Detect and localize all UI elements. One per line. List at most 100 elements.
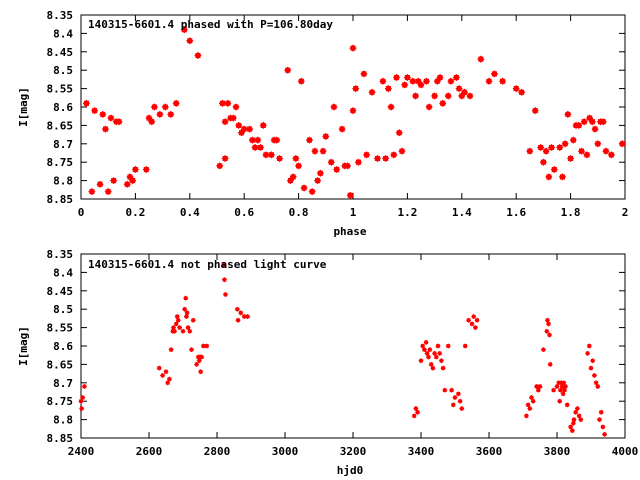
phased-data-point <box>305 136 314 144</box>
phased-data-point <box>235 121 243 130</box>
phased-data-points <box>82 26 626 199</box>
unphased-data-point <box>593 380 599 386</box>
unphased-data-point <box>586 343 592 349</box>
phased-data-point <box>401 81 409 89</box>
phased-data-point <box>594 140 602 148</box>
phased-data-point <box>218 99 227 107</box>
unphased-data-point <box>562 383 569 390</box>
phased-data-point <box>580 118 588 126</box>
phased-data-point <box>142 165 150 174</box>
unphased-data-point <box>156 365 162 371</box>
unphased-data-point <box>427 347 433 353</box>
unphased-data-point <box>471 313 477 320</box>
phased-data-point <box>439 99 447 107</box>
phased-data-point <box>294 162 303 170</box>
phased-data-point <box>368 88 376 96</box>
unphased-data-point <box>163 369 169 375</box>
phased-data-point <box>477 55 485 63</box>
unphased-data-point <box>414 409 421 415</box>
unphased-data-point <box>437 350 443 356</box>
unphased-data-point <box>196 358 202 364</box>
unphased-data-point <box>166 376 173 382</box>
unphased-data-point <box>557 398 563 404</box>
phased-data-point <box>333 165 341 174</box>
unphased-data-points <box>78 262 608 437</box>
unphased-data-point <box>173 321 179 327</box>
phased-data-point <box>88 188 96 196</box>
phased-data-point <box>490 70 499 78</box>
unphased-data-point <box>180 328 186 334</box>
phased-data-point <box>349 44 357 52</box>
phased-data-point <box>417 81 425 89</box>
unphased-y-tick-label: 8.45 <box>47 285 74 298</box>
phased-data-point <box>267 151 276 159</box>
phased-data-point <box>186 37 194 45</box>
unphased-data-point <box>221 277 228 283</box>
unphased-data-point <box>528 394 535 401</box>
unphased-y-tick-labels: 8.35 8.4 8.45 8.5 8.55 8.6 8.65 8.7 8.75 8.8 8.85 <box>47 248 74 445</box>
unphased-data-point <box>465 317 472 323</box>
unphased-data-point <box>433 354 439 360</box>
unphased-data-point <box>221 262 227 268</box>
unphased-data-point <box>561 387 568 393</box>
phased-data-point <box>390 151 398 159</box>
phased-data-point <box>107 114 115 122</box>
unphased-data-point <box>81 383 88 390</box>
phased-data-point <box>221 154 229 163</box>
phased-chart-title: 140315-6601.4 phased with P=106.80day <box>88 18 333 31</box>
unphased-data-point <box>175 317 181 323</box>
phased-data-point <box>575 121 583 130</box>
unphased-data-point <box>564 402 570 408</box>
phased-data-point <box>588 118 596 126</box>
unphased-data-point <box>462 343 468 349</box>
unphased-y-tick-label: 8.65 <box>47 358 74 371</box>
unphased-x-tick-label: 3600 <box>476 445 503 458</box>
phased-data-point <box>297 77 305 85</box>
phased-y-tick-label: 8.4 <box>53 27 73 40</box>
phased-data-point <box>254 136 262 144</box>
unphased-data-point <box>423 339 429 345</box>
phased-y-tick-label: 8.6 <box>53 101 73 114</box>
phased-x-tick-label: 0.2 <box>125 206 145 219</box>
phased-x-tick-label: 1.6 <box>506 206 526 219</box>
phased-data-point <box>583 151 591 159</box>
unphased-data-point <box>159 372 166 379</box>
unphased-data-point <box>601 431 608 437</box>
unphased-data-point <box>455 391 462 397</box>
phased-data-point <box>346 191 354 199</box>
unphased-data-point <box>187 328 193 334</box>
phased-data-point <box>362 151 371 159</box>
phased-data-point <box>447 77 455 85</box>
phased-data-point <box>607 151 616 159</box>
phased-data-point <box>392 73 401 82</box>
unphased-data-point <box>472 324 479 331</box>
phased-data-point <box>395 129 403 137</box>
phased-data-point <box>161 103 169 111</box>
phased-data-point <box>398 147 406 155</box>
unphased-data-point <box>428 361 434 368</box>
unphased-data-point <box>438 358 445 364</box>
phased-data-point <box>373 154 382 163</box>
unphased-data-point <box>574 405 581 412</box>
unphased-x-tick-label: 3800 <box>544 445 571 458</box>
phased-data-point <box>384 84 392 93</box>
unphased-data-point <box>204 343 210 349</box>
unphased-data-point <box>431 350 438 356</box>
unphased-data-point <box>554 383 560 390</box>
unphased-data-point <box>544 317 551 323</box>
unphased-data-point <box>573 409 579 415</box>
phased-x-tick-label: 0 <box>78 206 85 219</box>
phased-data-point <box>354 158 363 166</box>
unphased-x-tick-label: 2800 <box>204 445 231 458</box>
phased-data-point <box>229 114 237 122</box>
phased-data-point <box>349 107 357 115</box>
phased-data-point <box>96 180 104 188</box>
phased-data-point <box>485 77 493 85</box>
phased-data-point <box>591 125 599 133</box>
unphased-tick-marks <box>80 253 626 439</box>
unphased-data-point <box>235 317 241 323</box>
phased-data-point <box>550 165 558 174</box>
phased-data-point <box>275 154 284 163</box>
phased-data-point <box>460 88 469 96</box>
